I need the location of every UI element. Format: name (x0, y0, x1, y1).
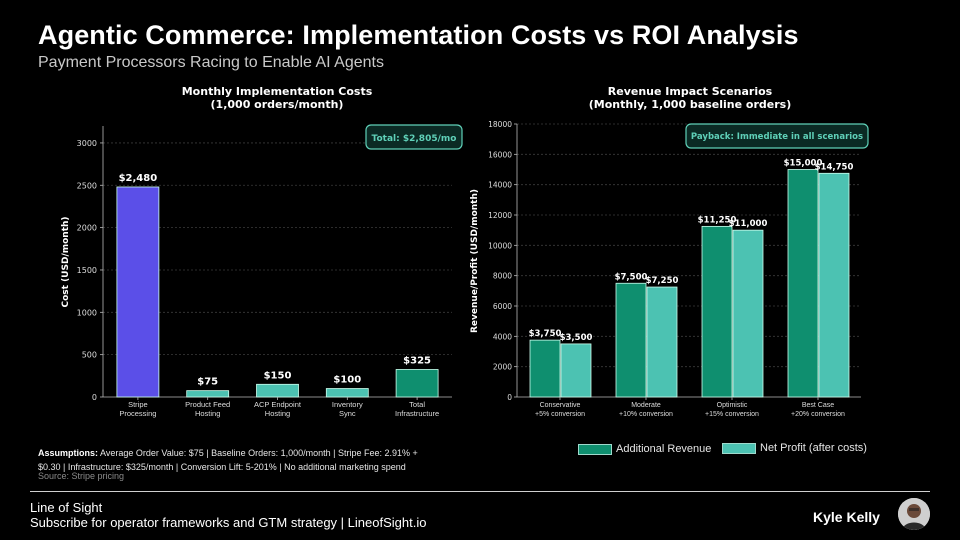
chart1-ylabel: Cost (USD/month) (61, 216, 71, 307)
chart1-ytick-label: 2500 (77, 181, 97, 190)
chart1-xtick-label: Hosting (265, 409, 290, 418)
chart2-ytick-label: 0 (507, 393, 512, 402)
chart1-value-label: $150 (264, 370, 292, 381)
chart2-ytick-label: 14000 (488, 181, 512, 190)
chart2-xtick-label: Best Case (802, 402, 834, 409)
chart1-ytick-label: 0 (92, 393, 97, 402)
chart2-xtick-label: +20% conversion (791, 411, 845, 418)
chart2-ytick-label: 4000 (493, 332, 512, 341)
chart2-ytick-label: 16000 (488, 150, 512, 159)
chart1-bar (325, 388, 369, 398)
charts-canvas: Monthly Implementation Costs(1,000 order… (61, 85, 869, 418)
author-avatar (898, 498, 930, 530)
chart2-annotation: Payback: Immediate in all scenarios (691, 132, 863, 142)
avatar-portrait-icon (898, 498, 930, 530)
legend-swatch-revenue (578, 443, 612, 455)
chart2-ytick-label: 12000 (488, 211, 512, 220)
chart2-value-label-profit: $7,250 (646, 276, 679, 286)
chart1-value-label: $325 (403, 355, 431, 366)
chart1-annotation-box (365, 124, 463, 150)
chart2-bar-profit (732, 229, 764, 398)
chart1-xtick-label: Stripe (128, 400, 148, 409)
chart2-subtitle: (Monthly, 1,000 baseline orders) (589, 98, 791, 111)
chart2-value-label-revenue: $11,250 (698, 215, 737, 225)
chart2-ytick-label: 6000 (493, 302, 512, 311)
chart1-ytick-label: 1000 (77, 308, 97, 317)
legend-label-profit: Net Profit (after costs) (760, 442, 867, 454)
chart1-value-label: $75 (197, 377, 218, 388)
chart1-xtick-label: Total (409, 400, 425, 409)
chart2-bar-revenue (701, 225, 733, 398)
source-note: Source: Stripe pricing (38, 471, 125, 481)
chart2-bar-revenue (615, 282, 647, 398)
legend-item-revenue: Additional Revenue (578, 443, 711, 455)
legend-label-revenue: Additional Revenue (616, 443, 712, 455)
chart2-title: Revenue Impact Scenarios (608, 85, 773, 98)
legend-item-profit: Net Profit (after costs) (722, 442, 867, 454)
chart2-value-label-revenue: $7,500 (615, 272, 648, 282)
chart1-annotation: Total: $2,805/mo (372, 134, 457, 144)
chart1-xtick-label: Hosting (195, 409, 220, 418)
chart1-xtick-label: Processing (119, 409, 156, 418)
assumptions-text: Average Order Value: $75 | Baseline Orde… (38, 448, 418, 472)
chart1-subtitle: (1,000 orders/month) (211, 98, 344, 111)
chart2-bar-profit (646, 286, 678, 398)
chart1-xtick-label: Infrastructure (395, 409, 439, 418)
chart2-ytick-label: 2000 (493, 363, 512, 372)
chart1-ytick-label: 500 (82, 351, 97, 360)
footer-tagline[interactable]: Subscribe for operator frameworks and GT… (30, 515, 427, 530)
chart2-bar-profit (818, 172, 850, 398)
chart1-bar (256, 383, 299, 398)
chart1-bar (186, 390, 230, 398)
chart2-annotation-box (685, 123, 869, 149)
chart2-value-label-profit: $11,000 (729, 219, 768, 229)
chart1-bar (395, 369, 439, 398)
chart1-xtick-label: ACP Endpoint (254, 400, 302, 409)
chart1-ytick-label: 1500 (77, 266, 97, 275)
chart2-ylabel: Revenue/Profit (USD/month) (470, 189, 480, 333)
chart2-ytick-label: 18000 (488, 120, 512, 129)
chart2-ytick-label: 8000 (493, 272, 512, 281)
chart1-value-label: $2,480 (119, 173, 158, 184)
page-subtitle: Payment Processors Racing to Enable AI A… (38, 54, 384, 71)
chart2-ytick-label: 10000 (488, 241, 512, 250)
footer-divider (30, 491, 930, 492)
chart2-value-label-revenue: $15,000 (784, 159, 823, 169)
chart1-xtick-label: Inventory (332, 400, 363, 409)
chart2-xtick-label: Moderate (631, 402, 661, 409)
chart2-xtick-label: Conservative (540, 402, 581, 409)
page-title: Agentic Commerce: Implementation Costs v… (38, 20, 799, 50)
assumptions-label: Assumptions: (38, 448, 99, 458)
chart1-xtick-label: Sync (339, 409, 356, 418)
chart1-xtick-label: Product Feed (185, 400, 230, 409)
chart2-xtick-label: Optimistic (717, 402, 748, 409)
chart2-xtick-label: +10% conversion (619, 411, 673, 418)
chart2-bar-profit (560, 343, 592, 398)
assumptions-note: Assumptions: Average Order Value: $75 | … (38, 446, 438, 474)
legend-swatch-profit (722, 442, 756, 454)
chart2-value-label-profit: $14,750 (815, 162, 854, 172)
chart2-bar-revenue (529, 339, 561, 398)
chart2-bar-revenue (787, 169, 819, 398)
chart1-bar (116, 186, 160, 398)
chart1-title: Monthly Implementation Costs (182, 85, 373, 98)
chart2-xtick-label: +5% conversion (535, 411, 585, 418)
chart2-value-label-profit: $3,500 (560, 333, 593, 343)
chart1-ytick-label: 2000 (77, 224, 97, 233)
author-name: Kyle Kelly (813, 509, 880, 525)
chart2-xtick-label: +15% conversion (705, 411, 759, 418)
chart1-value-label: $100 (333, 375, 361, 386)
footer-brand: Line of Sight (30, 500, 103, 515)
chart2-value-label-revenue: $3,750 (529, 329, 562, 339)
chart1-ytick-label: 3000 (77, 139, 97, 148)
